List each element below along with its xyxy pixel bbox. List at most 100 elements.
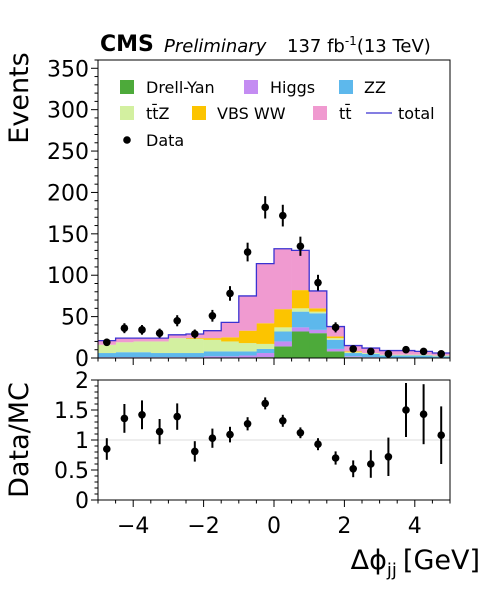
bar-higgs-bin-10	[274, 341, 292, 347]
lumi-value: 137 fb	[287, 36, 345, 57]
bar-higgs-bin-12	[309, 329, 328, 334]
ratio-point-11	[296, 429, 305, 437]
bar-higgs-bin-11	[291, 327, 310, 332]
legend-swatch-ttbar	[313, 106, 327, 120]
data-points	[103, 196, 446, 358]
bar-zz-bin-1	[115, 352, 134, 358]
y-tick-label: 150	[47, 223, 89, 248]
ratio-y-tick-label: 1	[75, 429, 89, 454]
bar-zz-bin-9	[256, 348, 275, 354]
experiment-label: CMS	[100, 32, 154, 57]
bar-tt--bin-12	[309, 290, 328, 309]
data-point-8	[243, 248, 252, 256]
preliminary-label: Preliminary	[164, 36, 267, 57]
legend: Drell-Yan Higgs ZZ tt̄Z VBS WW tt̄	[120, 78, 435, 150]
bar-vbs-ww-bin-12	[309, 308, 328, 312]
bar-tt--bin-1	[115, 338, 134, 343]
bar-vbs-ww-bin-10	[274, 309, 292, 328]
data-point-9	[261, 203, 270, 212]
x-tick-label: 0	[267, 514, 281, 539]
x-axis-label-subscript: jj	[386, 560, 397, 581]
x-axis-label-unit: [GeV]	[403, 545, 480, 576]
bar-tt-z-bin-8	[238, 343, 257, 352]
lumi-label: 137 fb-1(13 TeV)	[287, 34, 431, 57]
bar-tt--bin-11	[291, 250, 310, 291]
data-point-11	[296, 242, 305, 251]
bar-vbs-ww-bin-8	[238, 330, 257, 344]
ratio-point-12	[314, 440, 322, 449]
y-tick-label: 100	[47, 264, 89, 289]
legend-label-higgs: Higgs	[270, 78, 315, 97]
bar-tt-z-bin-0	[98, 344, 116, 354]
bar-zz-bin-12	[309, 313, 328, 330]
legend-label-vbs-ww: VBS WW	[217, 104, 286, 123]
ratio-point-2	[138, 411, 146, 419]
bar-tt-z-bin-10	[274, 327, 292, 332]
x-tick-label: −2	[187, 514, 219, 539]
legend-label-zz: ZZ	[364, 78, 386, 97]
legend-item-vbs-ww: VBS WW	[192, 104, 286, 123]
bar-vbs-ww-bin-13	[326, 336, 345, 339]
ratio-point-3	[155, 427, 164, 436]
bar-tt-z-bin-9	[256, 343, 275, 349]
ratio-y-tick-label: 0.5	[54, 459, 89, 484]
bar-vbs-ww-bin-9	[256, 323, 275, 344]
bar-vbs-ww-bin-7	[221, 337, 240, 342]
bar-zz-bin-7	[221, 351, 240, 357]
ratio-point-19	[437, 431, 446, 440]
legend-label-ttz: tt̄Z	[146, 104, 170, 123]
bar-tt--bin-3	[150, 338, 169, 342]
bar-zz-bin-10	[274, 331, 292, 342]
data-point-19	[437, 350, 446, 358]
data-point-13	[331, 323, 340, 332]
bar-tt-z-bin-11	[291, 308, 310, 312]
data-point-5	[191, 330, 199, 338]
stacked-histogram	[98, 248, 451, 358]
y-axis-label-events: Events	[4, 52, 35, 143]
data-point-15	[367, 347, 375, 356]
bar-tt--bin-2	[133, 338, 152, 342]
legend-item-total: total	[366, 104, 435, 123]
ratio-y-tick-label: 1.5	[54, 399, 89, 424]
bar-zz-bin-15	[362, 353, 380, 358]
data-point-14	[349, 345, 358, 353]
legend-item-higgs: Higgs	[244, 78, 315, 97]
ratio-point-1	[120, 414, 129, 423]
data-point-6	[208, 311, 217, 320]
y-tick-label: 200	[47, 181, 89, 206]
bar-tt-z-bin-12	[309, 311, 328, 314]
ratio-point-7	[226, 430, 234, 439]
legend-label-drell-yan: Drell-Yan	[146, 78, 215, 97]
ratio-y-tick-label: 2	[75, 369, 89, 394]
y-axis-label-ratio: Data/MC	[4, 382, 35, 498]
bar-vbs-ww-bin-5	[186, 338, 204, 339]
ratio-point-17	[402, 406, 410, 414]
total-prediction-line	[98, 248, 450, 354]
ratio-y-tick-label: 0	[75, 489, 89, 514]
ratio-point-10	[279, 417, 287, 425]
bar-higgs-bin-9	[256, 353, 275, 358]
bar-tt--bin-4	[168, 334, 187, 339]
bar-tt--bin-8	[238, 295, 257, 331]
bar-zz-bin-0	[98, 353, 116, 358]
bar-higgs-bin-14	[344, 356, 363, 358]
x-tick-label: 4	[408, 514, 422, 539]
bar-zz-bin-5	[186, 353, 204, 358]
lumi-exponent: -1	[345, 34, 357, 48]
x-axis-label: Δϕjj [GeV]	[351, 545, 480, 581]
bar-tt-z-bin-4	[168, 338, 187, 354]
bar-drell-yan-bin-13	[326, 351, 345, 358]
bar-higgs-bin-13	[326, 348, 345, 352]
main-panel-frame	[97, 59, 451, 359]
bar-higgs-bin-8	[238, 355, 257, 358]
bar-zz-bin-4	[168, 353, 187, 358]
bar-zz-bin-8	[238, 351, 257, 356]
data-point-4	[173, 316, 181, 325]
bar-higgs-bin-6	[203, 356, 222, 358]
y-tick-label: 300	[47, 99, 89, 124]
bar-tt-z-bin-17	[397, 354, 416, 356]
ratio-point-5	[191, 447, 199, 456]
x-axis-ticks-top-panel	[97, 358, 451, 365]
bar-higgs-bin-7	[221, 356, 240, 358]
